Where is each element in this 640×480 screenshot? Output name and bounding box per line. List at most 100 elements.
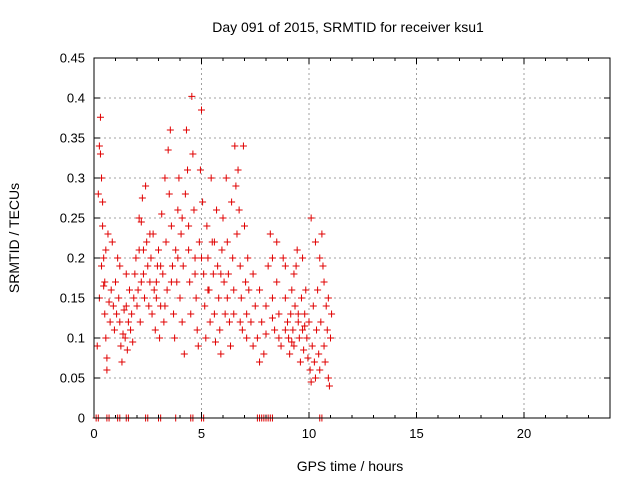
data-point [219,214,227,222]
data-point [230,286,238,294]
data-point [211,338,219,346]
data-point [100,282,108,290]
data-point [224,270,232,278]
data-point [117,342,125,350]
data-point [190,206,198,214]
data-point [147,254,155,262]
data-point [133,302,141,310]
data-point [189,150,197,158]
data-point [143,238,151,246]
data-point [293,246,301,254]
data-point [194,342,202,350]
data-point [166,126,174,134]
data-point [123,346,131,354]
data-point [322,302,330,310]
data-point [187,310,195,318]
data-point [220,278,228,286]
data-point [184,166,192,174]
data-point [179,262,187,270]
data-point [299,326,307,334]
data-point [118,358,126,366]
data-point [225,318,233,326]
data-point [181,190,189,198]
data-point [146,278,154,286]
data-point [258,318,266,326]
data-point [301,310,309,318]
data-point [167,278,175,286]
data-point [202,334,210,342]
data-point [273,238,281,246]
data-point [316,254,324,262]
axis-ticks [93,57,610,419]
data-point [124,318,132,326]
data-point [185,222,193,230]
data-point [104,230,112,238]
data-point [247,318,255,326]
data-point [328,310,336,318]
data-point [155,246,162,254]
data-point [175,174,183,182]
data-point [96,150,104,158]
data-point [290,270,298,278]
data-point [251,302,259,310]
plot-frame [93,57,611,419]
data-point [135,214,143,222]
data-point [106,318,114,326]
data-point [242,278,250,286]
data-point [191,254,199,262]
data-point [318,230,326,238]
data-point [233,230,241,238]
data-point [264,262,272,270]
data-point [152,278,160,286]
data-point [210,310,218,318]
data-point [99,222,107,230]
data-point [228,198,236,206]
data-point [290,342,298,350]
data-point [193,326,201,334]
data-point [196,166,204,174]
data-point [237,294,245,302]
data-point [138,194,146,202]
data-point [239,142,247,150]
y-tick-label: 0.1 [67,331,85,346]
data-point [94,190,102,198]
data-point [320,342,328,350]
data-point [121,334,129,342]
data-point [281,326,289,334]
data-point [122,270,130,278]
data-point [262,302,270,310]
data-point [305,318,313,326]
data-point [316,366,324,374]
data-point [319,262,327,270]
data-point [288,338,296,346]
data-point [142,182,150,190]
x-tick-labels: 0 5 10 15 20 [90,426,531,441]
data-point [116,318,124,326]
data-point [209,270,217,278]
data-point [291,302,299,310]
data-point [116,262,124,270]
data-point [303,334,311,342]
data-point [295,334,303,342]
data-point [139,270,147,278]
data-point [159,270,167,278]
data-point [241,222,248,230]
data-point [227,342,235,350]
data-point [128,310,136,318]
data-point [288,286,296,294]
data-point [178,214,186,222]
data-point [156,334,164,342]
data-point [101,310,109,318]
data-point [296,358,304,366]
data-point [236,318,244,326]
data-point [172,246,180,254]
data-point [199,198,207,206]
data-point [114,254,122,262]
data-point [213,206,221,214]
data-point [286,350,294,358]
data-point [93,342,101,350]
data-point [151,326,159,334]
data-point [113,310,121,318]
data-point [180,350,188,358]
